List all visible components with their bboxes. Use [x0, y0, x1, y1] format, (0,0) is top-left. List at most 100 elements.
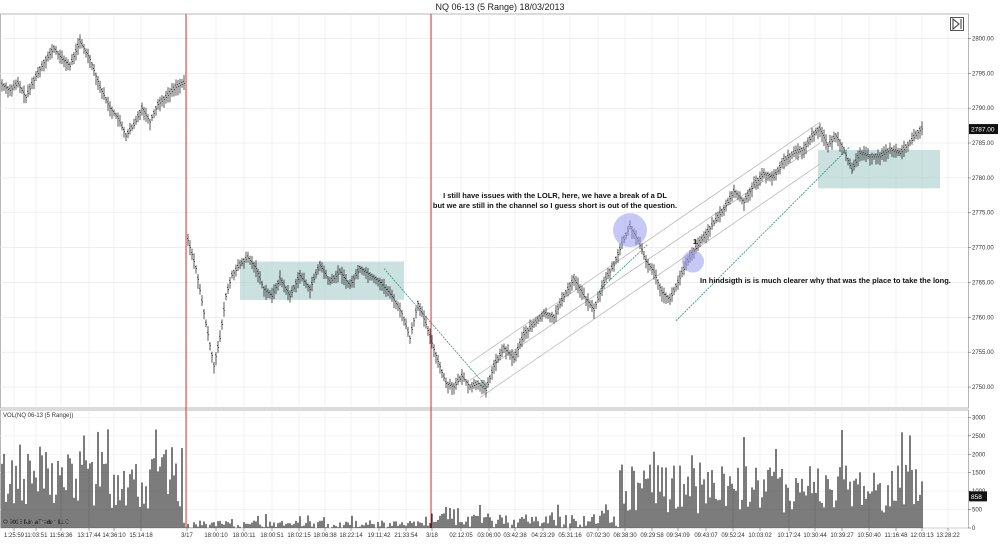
price-bar	[259, 271, 261, 285]
x-tick-label: 19:11:42	[368, 533, 392, 539]
price-bar	[399, 302, 401, 318]
annotation-lolr-note: I still have issues with the LOLR, here,…	[395, 191, 715, 211]
price-bar	[121, 121, 123, 131]
x-tick-label: 08:38:30	[613, 533, 637, 539]
price-bar	[459, 375, 461, 383]
price-bar	[841, 142, 843, 155]
price-bar	[797, 143, 799, 161]
price-bar	[585, 295, 587, 307]
y-tick-label: 2755.00	[972, 350, 994, 356]
price-bar	[85, 48, 87, 58]
price-bar	[97, 75, 99, 90]
price-bar	[339, 268, 341, 275]
price-bar	[169, 87, 171, 103]
price-bar	[329, 276, 331, 286]
price-bar	[285, 285, 287, 295]
price-bar	[117, 112, 119, 127]
price-bar	[541, 311, 543, 322]
price-bar	[905, 143, 907, 153]
price-bar	[845, 151, 847, 162]
price-bar	[211, 351, 213, 363]
price-bar	[779, 161, 781, 175]
price-bar	[505, 346, 507, 360]
price-bar	[739, 191, 741, 202]
price-bar	[257, 268, 259, 283]
price-bar	[425, 315, 427, 329]
price-bar	[265, 284, 267, 301]
price-bar	[39, 66, 41, 78]
price-bar	[825, 134, 827, 150]
price-bar	[195, 265, 197, 274]
price-bar	[601, 280, 603, 296]
price-bar	[271, 287, 273, 304]
price-bar	[753, 176, 755, 189]
price-bar	[465, 378, 467, 386]
price-bar	[677, 275, 679, 290]
price-bar	[787, 149, 789, 165]
volume-panel-label: VOL(NQ 06-13 (5 Range))	[3, 413, 74, 419]
up-trendline	[675, 146, 851, 322]
price-bar	[225, 293, 227, 301]
price-bar	[429, 328, 431, 344]
y-tick-label: 2790.00	[972, 106, 994, 112]
price-bar	[75, 43, 77, 61]
price-bar	[335, 270, 337, 284]
x-tick-label: 13:17:44	[77, 533, 101, 539]
price-bar	[913, 129, 915, 142]
price-bar	[803, 141, 805, 158]
price-bar	[441, 369, 443, 379]
price-bar	[717, 211, 719, 223]
price-bar	[431, 334, 433, 349]
price-bar	[657, 279, 659, 290]
x-tick-label: 15:14:18	[129, 533, 153, 539]
price-bar	[343, 269, 345, 286]
price-bar	[355, 268, 357, 280]
price-bar	[295, 278, 297, 293]
price-bar	[243, 257, 245, 269]
price-bar	[873, 153, 875, 160]
price-bar	[87, 48, 89, 64]
channel-middle	[469, 142, 821, 381]
price-bar	[671, 287, 673, 302]
collapse-panel-icon[interactable]	[950, 17, 964, 31]
price-bar	[495, 353, 497, 372]
circled-high	[613, 213, 647, 248]
price-bar	[1, 79, 3, 92]
y-tick-label: 2765.00	[972, 280, 994, 286]
volume-y-tick-label: 2500	[972, 434, 986, 440]
x-tick-label: 12:03:13	[910, 533, 934, 539]
price-bar	[229, 277, 231, 289]
price-bar	[269, 289, 271, 299]
price-bar	[273, 284, 275, 300]
price-bar	[911, 132, 913, 145]
price-bar	[581, 285, 583, 301]
price-bar	[303, 272, 305, 287]
price-bar	[135, 115, 137, 125]
price-bar	[69, 61, 71, 71]
price-bar	[401, 309, 403, 322]
price-bar	[649, 262, 651, 271]
price-bar	[795, 145, 797, 159]
y-tick-label: 2800.00	[972, 36, 994, 42]
channel-upper	[469, 121, 821, 364]
price-bar	[313, 273, 315, 283]
price-bar	[105, 96, 107, 104]
short-trendline	[599, 243, 649, 290]
x-tick-label: 09:52:24	[721, 533, 745, 539]
price-bar	[903, 140, 905, 158]
price-bar	[141, 102, 143, 116]
price-bar	[93, 64, 95, 77]
price-bar	[383, 278, 385, 295]
price-bar	[123, 127, 125, 138]
price-bar	[73, 52, 75, 65]
price-bar	[729, 191, 731, 205]
price-bar	[157, 99, 159, 110]
price-bar	[679, 270, 681, 286]
price-bar	[57, 51, 59, 60]
price-bar	[403, 316, 405, 326]
price-bar	[205, 319, 207, 328]
price-bar	[861, 149, 863, 161]
last-volume-badge	[969, 491, 987, 502]
price-bar	[561, 292, 563, 307]
